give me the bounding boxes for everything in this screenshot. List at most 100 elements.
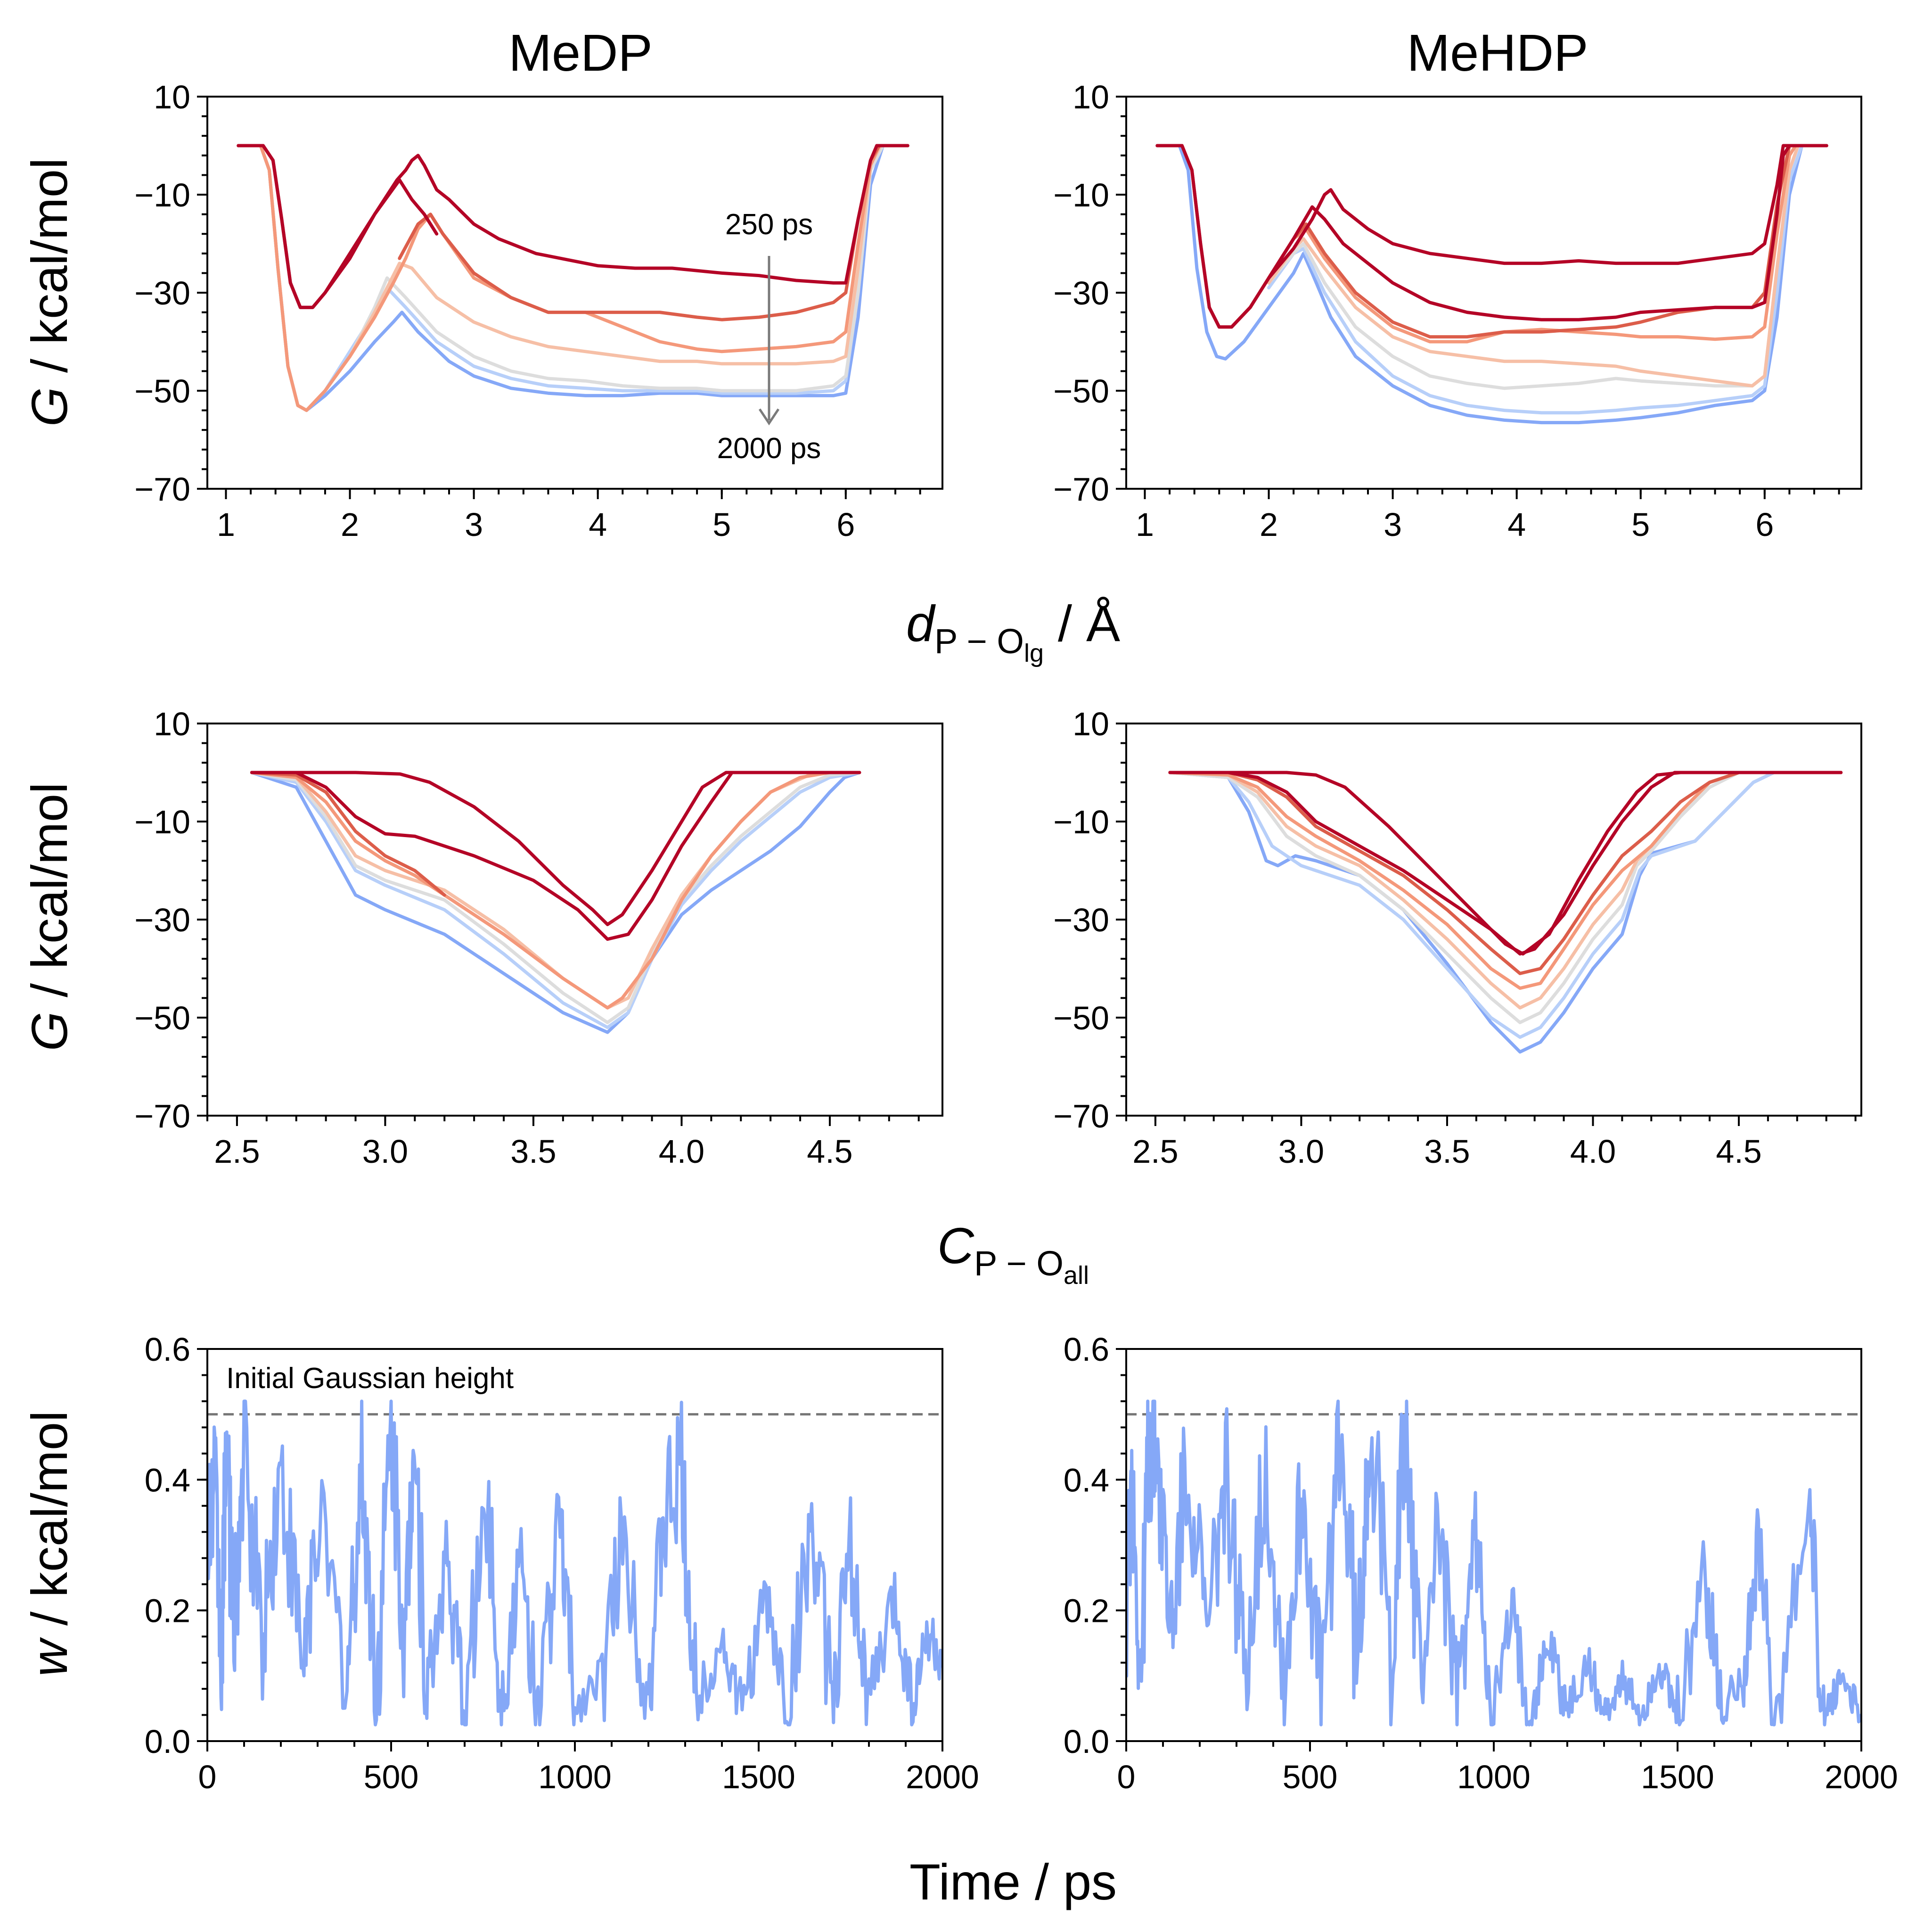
- x-tick-label: 2.5: [214, 1133, 260, 1170]
- x-tick-label: 1000: [538, 1759, 612, 1795]
- annotation-end-time: 2000 ps: [717, 432, 821, 465]
- y-tick-label: 0.2: [1064, 1593, 1109, 1629]
- panel-coordination-medp: 2.5 3.0 3.5 4.0 4.5 −70 −50 −30 −10 10: [134, 706, 943, 1170]
- x-tick-label: 3: [465, 506, 483, 543]
- plot-frame-distance-mehdp: [1125, 96, 1862, 490]
- series-line-distance-mehdp-3: [1267, 144, 1828, 344]
- y-tick-label: −50: [1053, 373, 1109, 410]
- x-tick-label: 2000: [906, 1759, 979, 1795]
- y-tick-label: 10: [1073, 79, 1109, 115]
- x-tick-label: 4.0: [659, 1133, 704, 1170]
- x-tick-label: 5: [712, 506, 731, 543]
- x-tick-label: 2: [341, 506, 359, 543]
- x-tick-label: 4: [589, 506, 607, 543]
- y-tick-label: −70: [1053, 1098, 1109, 1135]
- column-title-medp: MeDP: [508, 24, 653, 82]
- y-tick-label: 0.4: [1064, 1462, 1109, 1498]
- series-line-distance-mehdp-4: [1267, 144, 1828, 388]
- y-tick-label: 0.6: [145, 1331, 190, 1368]
- series-line-coordination-medp-0: [250, 771, 861, 926]
- y-tick-label: −70: [134, 1098, 190, 1135]
- x-tick-label: 1500: [722, 1759, 795, 1795]
- annotation-start-time: 250 ps: [725, 208, 813, 241]
- panel-coordination-mehdp: 2.5 3.0 3.5 4.0 4.5 −70 −50 −30 −10 10: [1053, 706, 1862, 1170]
- series-line-coordination-medp-6: [250, 771, 861, 1029]
- annotation-arrow-head: [758, 408, 780, 426]
- y-axis-label-free-energy-top: G / kcal/mol: [21, 158, 78, 427]
- plot-frame-height-medp: [206, 1348, 943, 1742]
- series-line-distance-mehdp-7: [1155, 144, 1828, 425]
- x-tick-label: 1: [217, 506, 235, 543]
- y-tick-label: 0.2: [145, 1593, 190, 1629]
- y-tick-label: 0.0: [145, 1723, 190, 1760]
- y-tick-label: −50: [134, 373, 190, 410]
- series-line-distance-medp-3: [237, 144, 909, 412]
- y-tick-label: −70: [134, 471, 190, 508]
- series-line-coordination-medp-3: [250, 771, 861, 1010]
- series-line-height-medp-0: [207, 1399, 942, 1726]
- x-axis-label-distance: dP − Olg / Å: [906, 595, 1120, 667]
- x-axis-label-time: Time / ps: [909, 1853, 1117, 1910]
- column-title-mehdp: MeHDP: [1407, 24, 1588, 82]
- y-tick-label: −10: [134, 804, 190, 840]
- y-tick-label: −30: [1053, 902, 1109, 938]
- x-tick-label: 2.5: [1132, 1133, 1178, 1170]
- series-line-distance-mehdp-6: [1267, 144, 1828, 415]
- series-line-distance-mehdp-1: [1267, 144, 1791, 321]
- panel-height-mehdp: 0 500 1000 1500 2000 0.0 0.2 0.4 0.6: [1064, 1331, 1898, 1795]
- series-line-distance-medp-2: [398, 144, 909, 321]
- x-tick-label: 500: [1283, 1759, 1338, 1795]
- y-axis-label-gaussian-height: w / kcal/mol: [21, 1411, 78, 1677]
- x-tick-label: 4: [1507, 506, 1526, 543]
- x-tick-label: 3.0: [362, 1133, 408, 1170]
- series-line-coordination-mehdp-2: [1168, 771, 1843, 975]
- x-tick-label: 6: [836, 506, 855, 543]
- x-tick-label: 0: [198, 1759, 217, 1795]
- x-tick-label: 1500: [1641, 1759, 1714, 1795]
- series-line-distance-mehdp-0: [1155, 144, 1828, 329]
- series-line-coordination-mehdp-0: [1168, 771, 1843, 956]
- x-tick-label: 3.5: [1424, 1133, 1470, 1170]
- y-tick-label: −10: [134, 177, 190, 214]
- y-tick-label: 10: [154, 706, 190, 742]
- y-tick-label: −30: [1053, 275, 1109, 312]
- plot-frame-coordination-mehdp: [1125, 723, 1862, 1117]
- y-tick-label: −70: [1053, 471, 1109, 508]
- y-tick-label: −50: [134, 1000, 190, 1036]
- panel-distance-mehdp: 1 2 3 4 5 6 −70 −50 −30 −10 10: [1053, 79, 1862, 543]
- x-tick-label: 500: [364, 1759, 419, 1795]
- x-tick-label: 2: [1260, 506, 1278, 543]
- plot-frame-height-mehdp: [1125, 1348, 1862, 1742]
- series-line-coordination-mehdp-6: [1168, 771, 1843, 1039]
- series-line-coordination-mehdp-3: [1168, 771, 1843, 990]
- x-tick-label: 3.5: [510, 1133, 556, 1170]
- y-tick-label: −30: [134, 275, 190, 312]
- plot-frame-distance-medp: [206, 96, 943, 490]
- x-tick-label: 5: [1631, 506, 1650, 543]
- y-tick-label: 10: [1073, 706, 1109, 742]
- x-tick-label: 1: [1136, 506, 1154, 543]
- x-axis-label-coordination: CP − Oall: [937, 1217, 1089, 1290]
- y-tick-label: −10: [1053, 177, 1109, 214]
- x-tick-label: 1000: [1457, 1759, 1531, 1795]
- x-tick-label: 4.5: [807, 1133, 852, 1170]
- x-tick-label: 4.5: [1716, 1133, 1761, 1170]
- series-line-coordination-medp-5: [250, 771, 861, 1024]
- plot-frame-coordination-medp: [206, 723, 943, 1117]
- x-tick-label: 3: [1384, 506, 1402, 543]
- panel-distance-medp: 1 2 3 4 5 6 −70 −50 −30 −10 10: [134, 79, 943, 543]
- x-tick-label: 6: [1755, 506, 1774, 543]
- y-tick-label: 0.0: [1064, 1723, 1109, 1760]
- x-tick-label: 0: [1117, 1759, 1136, 1795]
- y-tick-label: 0.4: [145, 1462, 190, 1498]
- x-tick-label: 4.0: [1570, 1133, 1616, 1170]
- annotation-gaussian-height: Initial Gaussian height: [226, 1362, 514, 1395]
- y-tick-label: 10: [154, 79, 190, 115]
- series-line-height-mehdp-0: [1126, 1399, 1861, 1726]
- panel-height-medp: 0 500 1000 1500 2000 0.0 0.2 0.4 0.6: [145, 1331, 979, 1795]
- series-line-coordination-medp-1: [250, 771, 861, 941]
- series-line-coordination-mehdp-5: [1168, 771, 1843, 1024]
- y-tick-label: −50: [1053, 1000, 1109, 1036]
- x-tick-label: 3.0: [1278, 1133, 1324, 1170]
